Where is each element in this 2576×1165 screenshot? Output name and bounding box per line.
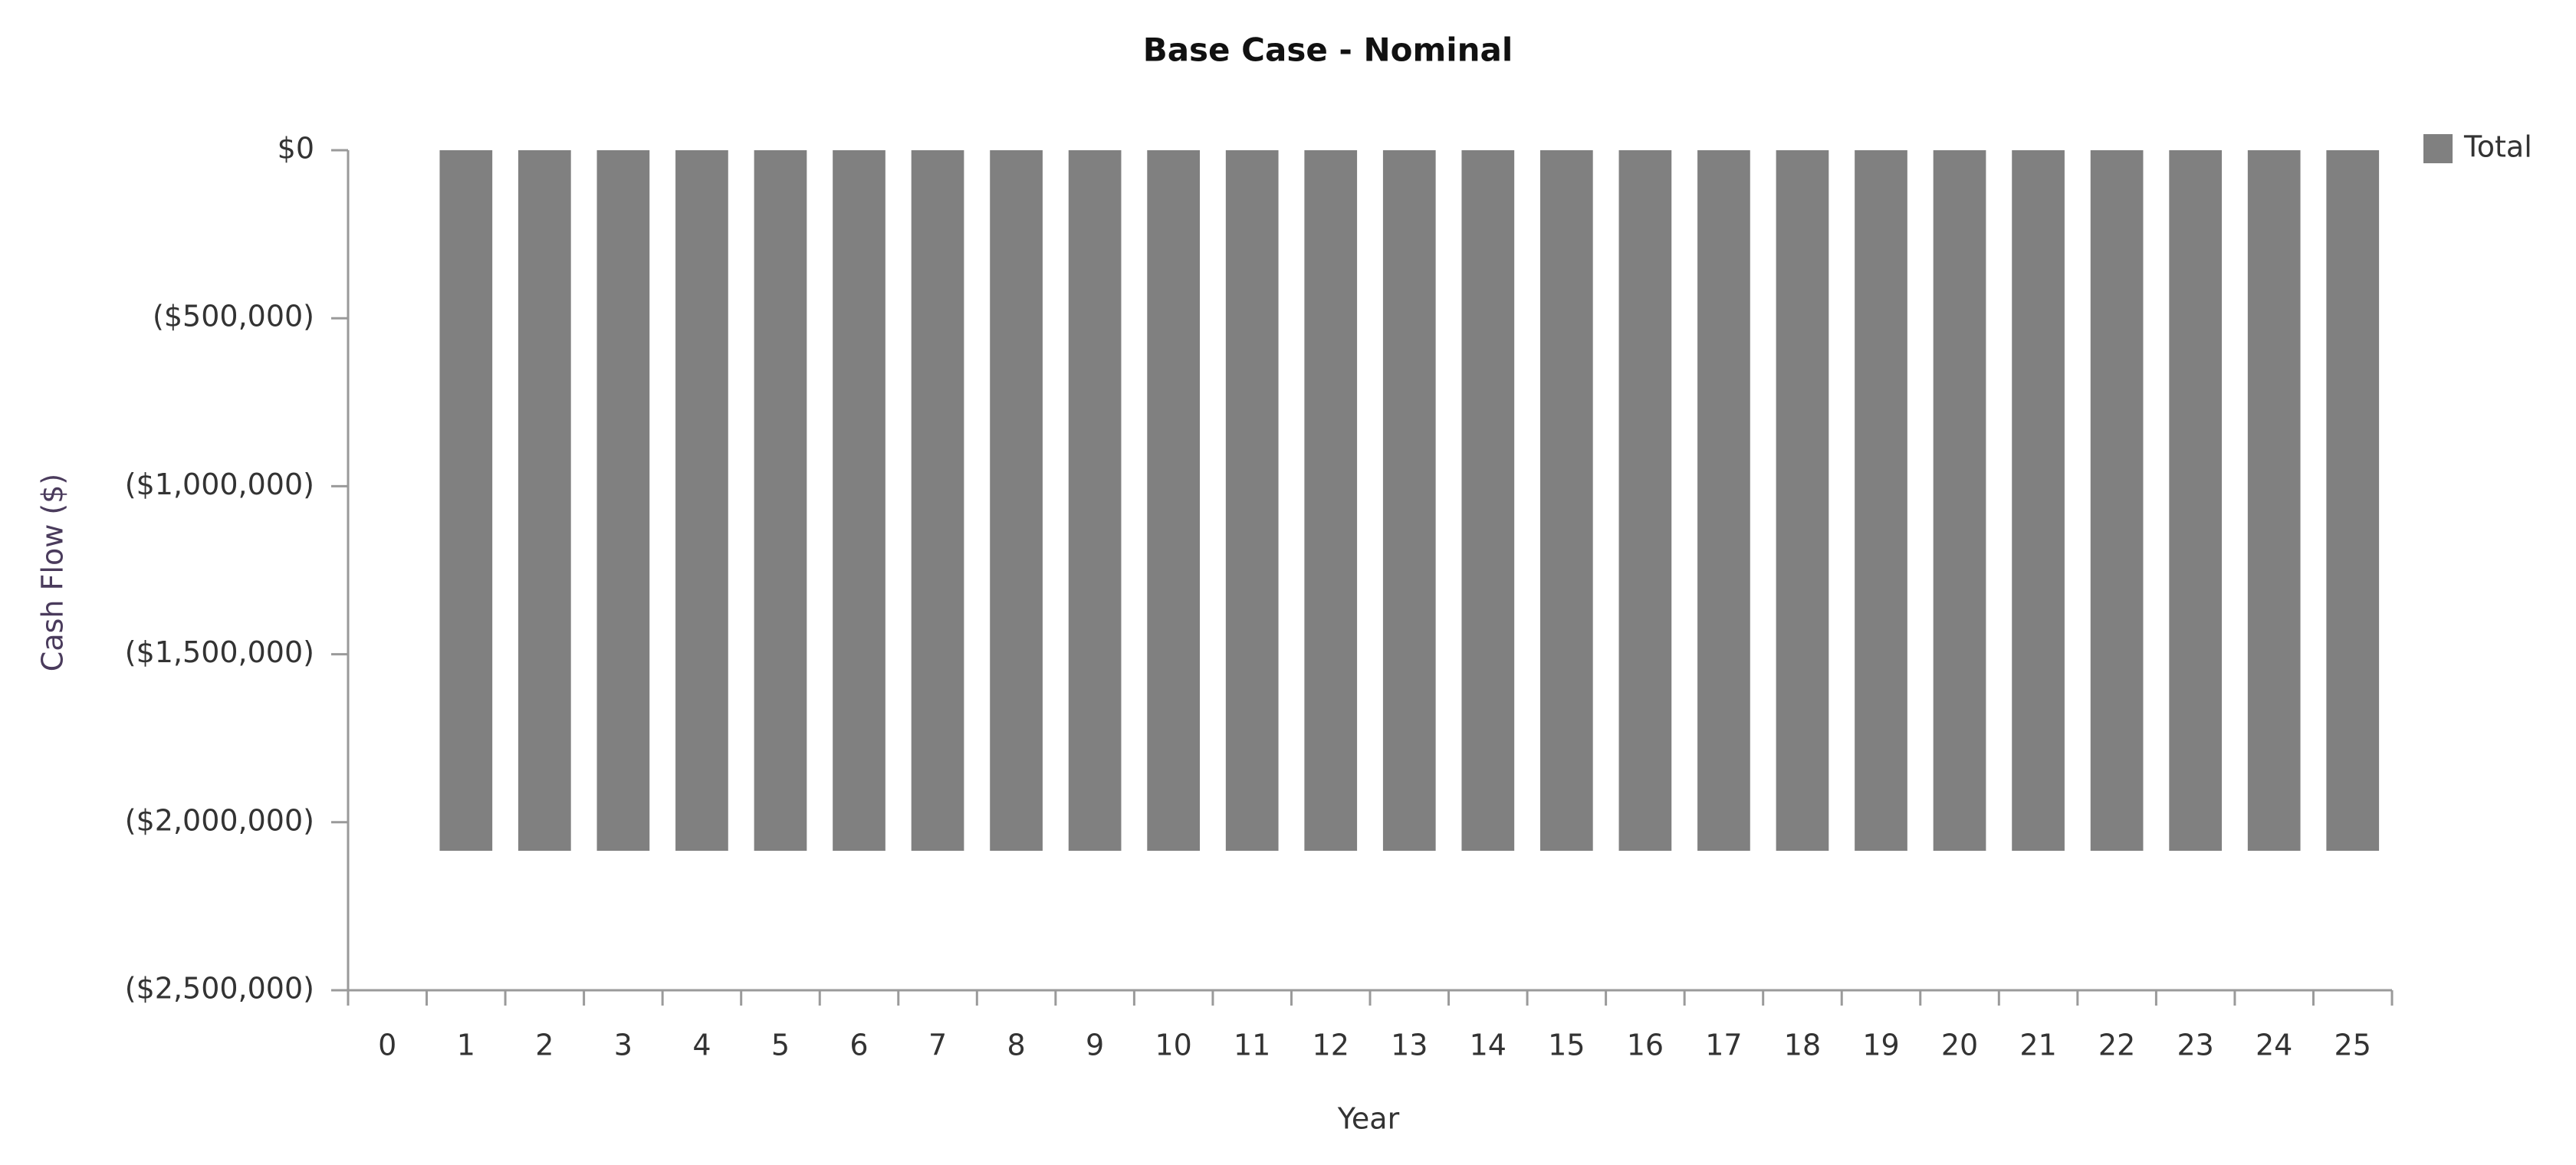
bar <box>2012 150 2065 852</box>
x-tick-label: 24 <box>2256 1029 2292 1062</box>
x-tick-label: 21 <box>2019 1029 2056 1062</box>
bar <box>911 150 964 852</box>
x-tick-label: 7 <box>928 1029 947 1062</box>
x-tick-label: 5 <box>771 1029 790 1062</box>
x-tick-label: 16 <box>1627 1029 1664 1062</box>
legend-swatch <box>2423 134 2453 163</box>
x-tick-label: 13 <box>1391 1029 1428 1062</box>
y-axis-label: Cash Flow ($) <box>36 474 70 671</box>
bar <box>2169 150 2223 852</box>
x-tick-label: 17 <box>1705 1029 1742 1062</box>
bar <box>1776 150 1829 852</box>
legend-label: Total <box>2463 130 2532 164</box>
bar <box>833 150 886 852</box>
x-axis-label: Year <box>1337 1102 1400 1136</box>
bar <box>1933 150 1986 852</box>
bar <box>1855 150 1907 852</box>
x-tick-label: 22 <box>2098 1029 2135 1062</box>
y-tick-label: ($2,000,000) <box>125 803 314 837</box>
x-tick-label: 15 <box>1548 1029 1585 1062</box>
bar <box>1461 150 1515 852</box>
bar <box>1225 150 1279 852</box>
bar <box>439 150 493 852</box>
y-tick-label: ($1,000,000) <box>125 468 314 501</box>
x-tick-label: 0 <box>378 1029 396 1062</box>
x-tick-label: 23 <box>2177 1029 2213 1062</box>
x-tick-label: 12 <box>1313 1029 1349 1062</box>
x-tick-label: 18 <box>1784 1029 1821 1062</box>
bar <box>1697 150 1750 852</box>
x-tick-label: 6 <box>849 1029 868 1062</box>
bar <box>1147 150 1201 852</box>
x-tick-label: 8 <box>1007 1029 1025 1062</box>
bar <box>1539 150 1593 852</box>
bar <box>2326 150 2380 852</box>
x-tick-label: 4 <box>692 1029 711 1062</box>
chart-title: Base Case - Nominal <box>1143 31 1513 69</box>
y-tick-label: ($2,500,000) <box>125 972 314 1006</box>
bar <box>596 150 650 852</box>
x-tick-label: 11 <box>1234 1029 1270 1062</box>
x-tick-label: 3 <box>614 1029 632 1062</box>
y-tick-label: $0 <box>278 132 314 166</box>
x-tick-label: 25 <box>2334 1029 2371 1062</box>
bar <box>1068 150 1122 852</box>
x-tick-label: 20 <box>1941 1029 1978 1062</box>
x-tick-label: 19 <box>1862 1029 1899 1062</box>
x-tick-label: 2 <box>535 1029 554 1062</box>
bar <box>675 150 728 852</box>
bar <box>1304 150 1358 852</box>
x-tick-label: 1 <box>457 1029 475 1062</box>
bar <box>990 150 1043 852</box>
bar <box>754 150 807 852</box>
bar <box>2247 150 2301 852</box>
y-tick-label: ($500,000) <box>153 300 314 333</box>
bar <box>518 150 571 852</box>
bar <box>2090 150 2144 852</box>
bar <box>1382 150 1436 852</box>
x-tick-label: 9 <box>1086 1029 1104 1062</box>
x-tick-label: 10 <box>1155 1029 1191 1062</box>
bar <box>1618 150 1672 852</box>
x-tick-label: 14 <box>1470 1029 1506 1062</box>
y-tick-label: ($1,500,000) <box>125 635 314 669</box>
